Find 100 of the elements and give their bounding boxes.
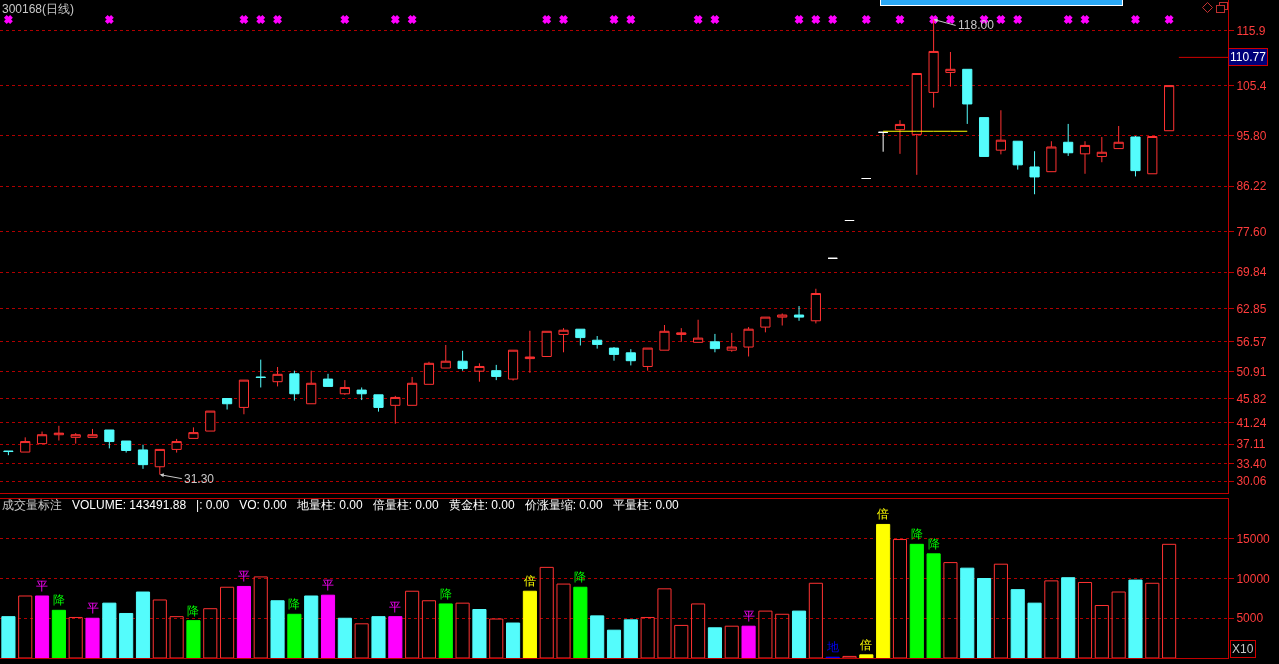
data-label: 地 [826, 640, 840, 655]
candlestick [53, 425, 64, 441]
candlestick [676, 327, 687, 343]
y-tick-label: 62.85 [1236, 302, 1267, 317]
bar [68, 616, 83, 658]
bar [674, 624, 689, 658]
bar [892, 539, 908, 658]
y-tick-label: 33.40 [1236, 456, 1267, 471]
candlestick [1147, 136, 1158, 175]
bar [354, 623, 369, 658]
bar [741, 625, 756, 658]
ref-line-label: 110.77 [1230, 50, 1267, 64]
bar [707, 627, 722, 658]
data-label: 降 [574, 570, 587, 585]
y-tick-label: 50.91 [1236, 364, 1267, 379]
candlestick [188, 426, 199, 439]
bar [304, 595, 319, 658]
data-label: 降 [52, 593, 65, 608]
candlestick [104, 429, 115, 449]
bar [152, 599, 167, 658]
bar [1111, 591, 1126, 658]
candlestick [407, 376, 418, 406]
bar [842, 655, 857, 658]
y-tick-label: 30.06 [1236, 474, 1267, 489]
bar [1, 616, 16, 658]
candlestick [743, 326, 754, 357]
bar [489, 618, 504, 658]
y-tick-label: 15000 [1236, 531, 1271, 546]
bar [135, 591, 151, 658]
candlestick [1012, 140, 1023, 171]
y-tick-label: 86.22 [1236, 179, 1267, 194]
candlestick [373, 394, 384, 413]
annotation: 地量柱: 0.00 [296, 498, 363, 512]
y-tick-label: 5000 [1236, 611, 1264, 626]
annotation: |: 0.00 [196, 498, 230, 512]
candlestick [524, 330, 535, 374]
candlestick [205, 410, 216, 432]
bar [775, 613, 790, 658]
bar [926, 553, 941, 658]
candlestick [457, 350, 468, 372]
bar [85, 617, 100, 658]
bar [119, 612, 134, 658]
candlestick [339, 379, 350, 396]
bar [320, 594, 336, 658]
data-label: 降 [927, 536, 940, 551]
y-tick-label: 95.80 [1236, 129, 1267, 144]
y-tick-label: 56.57 [1236, 335, 1267, 350]
bar [724, 625, 739, 658]
candlestick [70, 432, 81, 445]
bar [203, 608, 218, 658]
data-label: 倍 [523, 574, 536, 589]
candlestick [121, 440, 132, 454]
candlestick [894, 119, 906, 155]
candlestick [1046, 140, 1057, 173]
bar [1162, 543, 1177, 658]
candlestick [608, 346, 620, 362]
bar [287, 613, 302, 658]
candlestick [642, 347, 653, 372]
bar [640, 616, 655, 658]
bar [421, 600, 437, 658]
bar [34, 595, 50, 658]
bar [438, 603, 453, 658]
candlestick [306, 370, 317, 405]
data-label: 平 [36, 578, 49, 593]
bar [1145, 582, 1160, 658]
bar [405, 590, 420, 658]
bar [993, 563, 1008, 658]
annotation: 平量柱: 0.00 [612, 498, 679, 512]
y-tick-label: 115.9 [1236, 23, 1266, 38]
bar [960, 567, 975, 658]
data-label: 降 [288, 597, 301, 612]
y-tick-label: 37.11 [1236, 437, 1266, 452]
bar [909, 543, 924, 658]
bar [1128, 579, 1143, 658]
annotation: 黄金柱: 0.00 [448, 498, 515, 512]
candlestick [592, 335, 603, 350]
chart-title: 成交量标注 [2, 498, 62, 512]
candlestick [709, 333, 721, 353]
candlestick [87, 428, 98, 438]
data-label: 平 [237, 569, 250, 584]
annotation: 倍量柱: 0.00 [372, 498, 439, 512]
bar [169, 616, 184, 658]
annotation: 31.30 [184, 472, 215, 486]
candlestick [356, 386, 367, 401]
candlestick [20, 436, 31, 453]
bar [253, 576, 268, 658]
bar [270, 600, 285, 658]
candlestick [575, 328, 586, 346]
candlestick [1079, 140, 1091, 175]
annotation: VOLUME: 143491.88 [72, 498, 187, 512]
chart-title: 300168(日线) [2, 2, 75, 16]
candlestick [962, 68, 973, 125]
candlestick [36, 431, 48, 445]
y-tick-label: 10000 [1236, 571, 1271, 586]
y-tick-label: 41.24 [1236, 415, 1267, 430]
bar [539, 566, 554, 658]
candlestick [693, 319, 704, 343]
data-label: 平 [322, 578, 335, 593]
data-label: 降 [187, 603, 200, 618]
bar [590, 615, 605, 658]
